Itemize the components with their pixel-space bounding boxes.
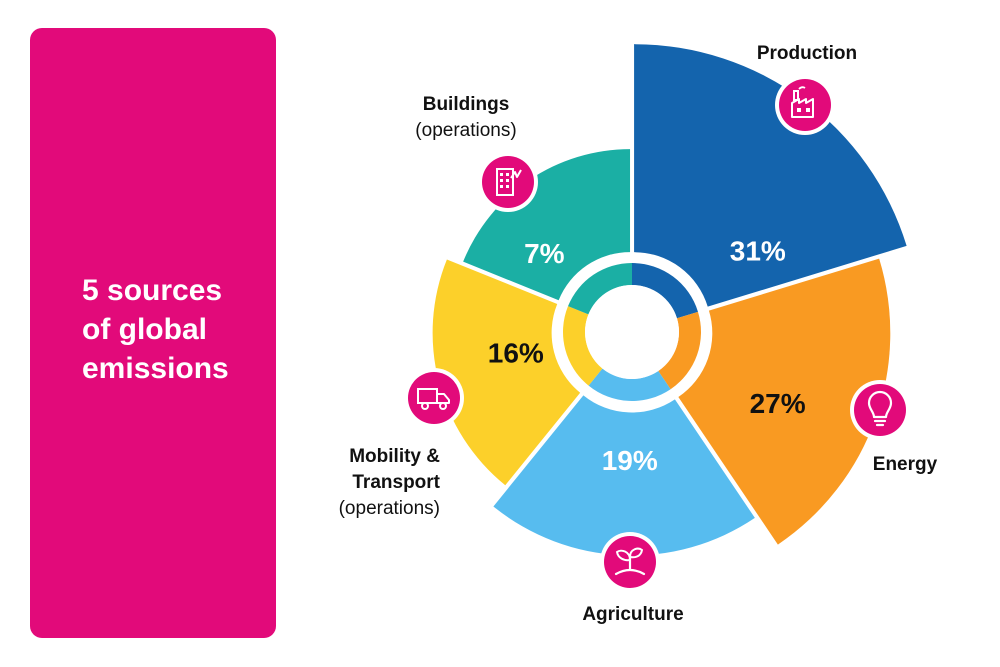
lightbulb-icon <box>867 390 893 427</box>
category-label-line: (operations) <box>415 120 516 141</box>
badge-disc <box>779 79 831 131</box>
badge-disc <box>854 384 906 436</box>
title-line-3: emissions <box>82 351 229 385</box>
category-label-line: (operations) <box>339 498 440 519</box>
sector-energy <box>678 258 891 545</box>
sector-agriculture <box>493 395 755 556</box>
chart-center-hole <box>585 285 679 379</box>
value-label-production: 31% <box>730 235 786 266</box>
inner-ring-agriculture <box>588 368 671 401</box>
badge-disc <box>408 372 460 424</box>
badge-mobility-transport-operations <box>404 368 464 428</box>
factory-icon <box>791 86 814 118</box>
value-label-mobility-transport-operations: 16% <box>488 337 544 368</box>
category-label-production: Production <box>757 43 857 64</box>
inner-ring-energy <box>658 311 701 390</box>
truck-icon <box>417 388 450 410</box>
category-label-line: Agriculture <box>582 604 683 625</box>
category-label-mobility-transport-operations: Mobility & Transport (operations) <box>339 446 441 519</box>
category-label-agriculture: Agriculture <box>582 604 683 625</box>
plant-icon <box>614 547 646 576</box>
inner-ring-buildings-operations <box>568 263 632 315</box>
title-line-1: 5 sources <box>82 273 223 307</box>
category-label-line: Mobility & <box>349 446 440 467</box>
category-label-buildings-operations: Buildings (operations) <box>415 94 516 141</box>
sector-mobility-transport-operations <box>432 259 581 486</box>
building-icon <box>496 168 522 196</box>
sector-buildings-operations <box>463 149 631 301</box>
title-panel: 5 sources of global emissions <box>30 28 276 638</box>
inner-ring-mobility-transport-operations <box>562 306 603 386</box>
value-label-energy: 27% <box>750 388 806 419</box>
category-label-energy: Energy <box>873 454 938 475</box>
value-label-buildings-operations: 7% <box>524 238 565 269</box>
badge-buildings-operations <box>478 152 538 212</box>
chart-title: 5 sources of global emissions <box>82 271 229 388</box>
sector-production <box>634 44 907 307</box>
category-label-line: Energy <box>873 454 938 475</box>
value-label-agriculture: 19% <box>602 445 658 476</box>
badge-energy <box>850 380 910 440</box>
category-label-line: Buildings <box>423 94 510 115</box>
inner-ring-production <box>632 263 698 319</box>
badge-production <box>775 75 835 135</box>
title-line-2: of global <box>82 312 207 346</box>
badge-agriculture <box>600 532 660 592</box>
category-label-line: Transport <box>352 472 440 493</box>
category-label-line: Production <box>757 43 857 64</box>
